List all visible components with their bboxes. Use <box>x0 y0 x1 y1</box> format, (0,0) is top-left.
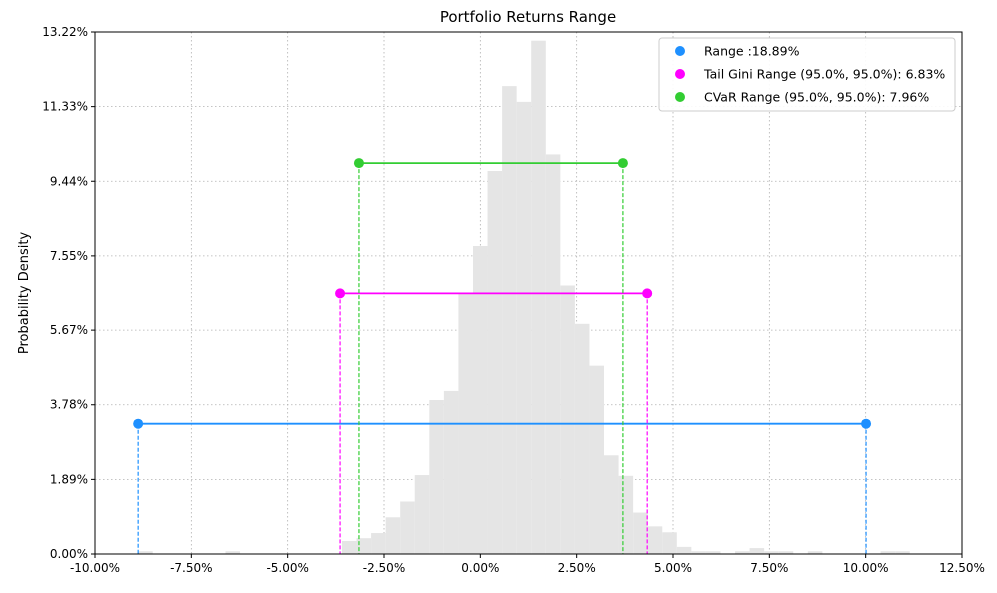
x-tick-label: -7.50% <box>170 561 212 575</box>
legend-box <box>658 37 956 112</box>
histogram-bar <box>371 533 386 554</box>
legend-marker <box>675 92 685 102</box>
range-end-point <box>642 288 653 299</box>
x-tick-label: 2.50% <box>558 561 596 575</box>
histogram-bar <box>662 532 677 554</box>
histogram-bar <box>400 501 415 554</box>
histogram-bar <box>356 538 372 554</box>
x-tick-label: 12.50% <box>939 561 985 575</box>
histogram-bar <box>676 546 692 554</box>
histogram-bar <box>516 101 532 555</box>
histogram-bar <box>574 323 590 554</box>
histogram-bar <box>429 400 444 554</box>
x-tick-label: 5.00% <box>654 561 692 575</box>
x-tick-label: -5.00% <box>266 561 308 575</box>
y-tick-label: 13.22% <box>42 25 88 39</box>
histogram-bars <box>138 40 910 555</box>
histogram-bar <box>764 551 779 554</box>
histogram-bar <box>138 551 153 554</box>
histogram-bar <box>749 548 765 554</box>
legend: Range :18.89% Tail Gini Range (95.0%, 95.… <box>658 37 956 112</box>
range-start-point <box>335 288 346 299</box>
range-start-point <box>133 418 144 429</box>
histogram-bar <box>560 285 575 554</box>
histogram-bar <box>705 551 721 554</box>
x-tick-label: 7.50% <box>750 561 788 575</box>
histogram-bar <box>618 475 634 554</box>
y-tick-label: 5.67% <box>50 323 88 337</box>
histogram-bar <box>414 475 430 554</box>
histogram-bar <box>385 517 401 554</box>
histogram-bar <box>880 551 896 554</box>
range-end-point <box>861 418 872 429</box>
histogram-bar <box>472 246 488 555</box>
histogram-bar <box>807 551 823 554</box>
range-end-point <box>617 158 628 169</box>
y-tick-label: 11.33% <box>42 100 88 114</box>
histogram-bar <box>778 551 794 554</box>
histogram-bar <box>225 551 241 554</box>
x-tick-label: 10.00% <box>843 561 889 575</box>
legend-marker <box>675 46 685 56</box>
y-tick-label: 0.00% <box>50 547 88 561</box>
legend-marker <box>675 69 685 79</box>
y-tick-label: 3.78% <box>50 398 88 412</box>
histogram-bar <box>502 86 517 554</box>
histogram-bar <box>691 551 706 554</box>
histogram-bar <box>545 154 561 554</box>
legend-label: Tail Gini Range (95.0%, 95.0%): 6.83% <box>703 67 945 82</box>
y-axis-label: Probability Density <box>17 232 32 355</box>
range-start-point <box>353 158 364 169</box>
histogram-bar <box>589 365 605 554</box>
y-tick-label: 1.89% <box>50 472 88 486</box>
histogram-bar <box>443 390 459 554</box>
histogram-bar <box>633 512 648 554</box>
histogram-bar <box>604 455 619 554</box>
x-tick-label: -10.00% <box>70 561 120 575</box>
axis-ticks: -10.00% -7.50% -5.00% -2.50% 0.00% 2.50% 5.00%… <box>42 25 985 575</box>
histogram-bar <box>895 551 910 554</box>
histogram-bar <box>531 40 546 555</box>
x-tick-label: 0.00% <box>461 561 499 575</box>
x-tick-label: -2.50% <box>363 561 405 575</box>
y-tick-label: 9.44% <box>50 174 88 188</box>
range-markers <box>133 158 872 554</box>
histogram-bar <box>647 526 663 554</box>
legend-label: Range :18.89% <box>704 44 800 59</box>
chart-title: Portfolio Returns Range <box>440 8 616 26</box>
histogram-bar <box>735 551 750 554</box>
histogram-bar <box>487 170 503 554</box>
legend-label: CVaR Range (95.0%, 95.0%): 7.96% <box>704 90 929 105</box>
histogram-bar <box>341 540 357 554</box>
plot-frame <box>94 31 963 555</box>
y-tick-label: 7.55% <box>50 249 88 263</box>
